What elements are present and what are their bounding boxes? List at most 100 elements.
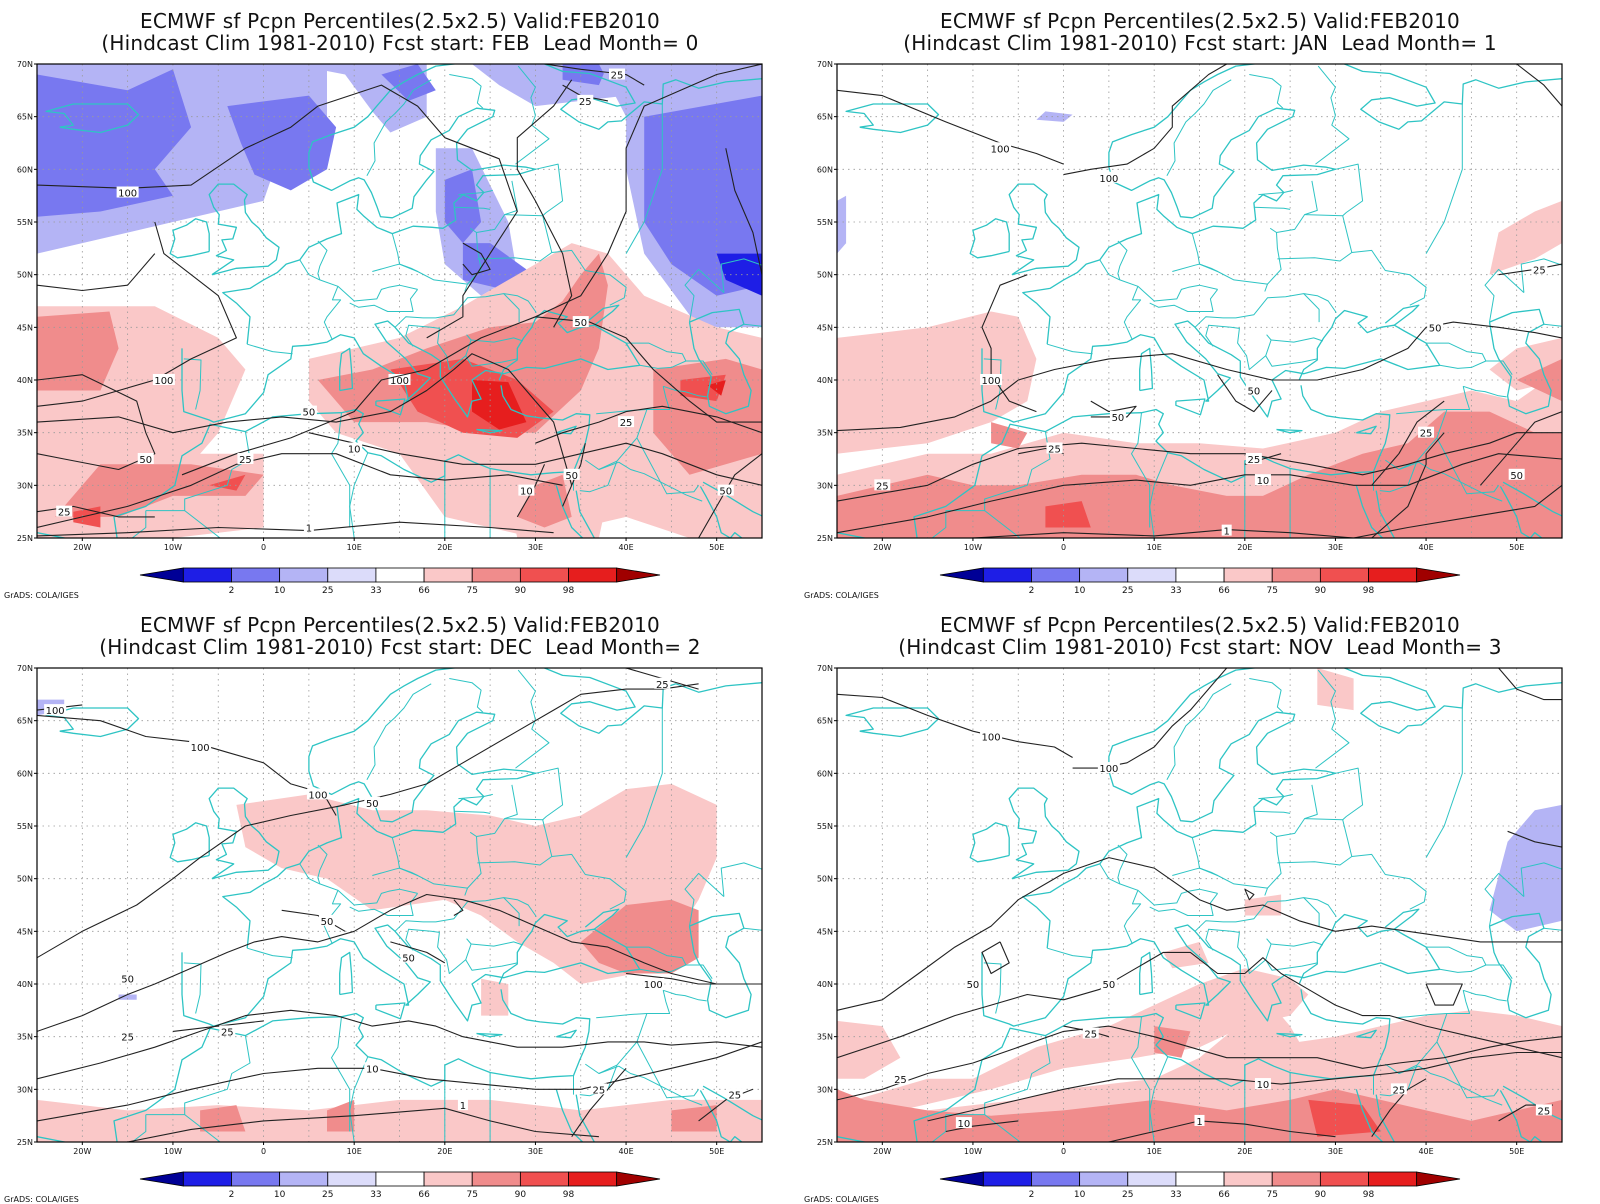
lat-tick-label: 60N — [17, 769, 33, 778]
contour-label: 25 — [1420, 429, 1433, 440]
contour-label-bg — [137, 453, 154, 464]
contour-line — [1371, 1078, 1427, 1138]
lon-tick-label: 30E — [1328, 1147, 1343, 1156]
colorbar-swatch — [1031, 567, 1081, 583]
colorbar-swatch — [1271, 1171, 1321, 1187]
country-border — [684, 268, 725, 323]
country-border — [317, 240, 328, 281]
contour-label: 50 — [139, 455, 152, 466]
contour-line — [837, 693, 1073, 758]
panel-title-line1: ECMWF sf Pcpn Percentiles(2.5x2.5) Valid… — [940, 9, 1460, 33]
contour-label: 25 — [1393, 1085, 1406, 1096]
lon-tick-label: 10W — [164, 1147, 182, 1156]
colorbar-label: 25 — [1122, 1190, 1133, 1200]
country-border — [1149, 452, 1169, 538]
coastline — [1356, 1029, 1377, 1039]
contour-line — [308, 432, 762, 486]
coastline — [1488, 912, 1552, 1019]
lat-tick-label: 70N — [17, 664, 33, 673]
contour-label-bg — [1221, 524, 1232, 536]
country-border — [585, 1013, 648, 1074]
contour-label: 1 — [1196, 1117, 1202, 1128]
contour-line — [1063, 64, 1227, 176]
panel-title-line1: ECMWF sf Pcpn Percentiles(2.5x2.5) Valid… — [140, 613, 660, 637]
country-border — [1166, 683, 1232, 780]
colorbar-label: 2 — [1029, 586, 1035, 596]
contour-line — [626, 972, 735, 985]
country-border — [349, 1056, 369, 1142]
country-border — [453, 206, 491, 210]
country-border — [720, 862, 762, 897]
country-border — [685, 360, 713, 375]
country-border — [1117, 240, 1128, 281]
map-frame — [36, 667, 763, 1143]
lat-tick-label: 35N — [17, 1033, 33, 1042]
map-frame — [836, 667, 1563, 1143]
lat-tick-label: 40N — [817, 376, 833, 385]
contour-label: 50 — [366, 799, 379, 810]
contour-label: 1 — [460, 1101, 466, 1112]
country-border — [331, 1016, 351, 1132]
country-border — [931, 1114, 947, 1142]
lat-tick-label: 50N — [17, 875, 33, 884]
country-border — [1258, 189, 1293, 196]
country-border — [503, 293, 537, 313]
colorbar-swatch — [939, 567, 984, 583]
contour-label-bg — [56, 505, 73, 517]
contour-line — [1507, 830, 1562, 848]
contour-label-bg — [980, 374, 1003, 385]
lat-tick-label: 65N — [817, 113, 833, 122]
country-border — [317, 844, 328, 885]
contour-line — [172, 1020, 264, 1032]
colorbar-swatch — [1223, 1171, 1273, 1187]
percentile-shading — [707, 380, 726, 396]
contour-label-bg — [618, 416, 635, 428]
contour-line — [516, 464, 546, 518]
country-border — [663, 385, 707, 398]
percentile-shading — [1045, 501, 1091, 528]
contour-line — [1371, 400, 1445, 486]
lat-tick-label: 55N — [817, 822, 833, 831]
colorbar-label: 98 — [563, 586, 575, 596]
lon-tick-label: 50E — [709, 543, 724, 552]
country-border — [449, 74, 484, 109]
panel-title-line1: ECMWF sf Pcpn Percentiles(2.5x2.5) Valid… — [940, 613, 1460, 637]
country-border — [1484, 268, 1525, 323]
contour-label: 50 — [719, 487, 732, 498]
lat-tick-label: 40N — [17, 980, 33, 989]
contour-label: 100 — [982, 732, 1001, 743]
coastline — [1008, 787, 1080, 880]
colorbar-swatch — [139, 1171, 184, 1187]
contour-line — [837, 453, 1562, 534]
country-border — [1351, 249, 1427, 306]
country-border — [1543, 323, 1562, 327]
country-border — [465, 355, 518, 367]
country-border — [1131, 412, 1151, 528]
lon-tick-label: 0 — [261, 543, 266, 552]
lat-tick-label: 30N — [817, 1085, 833, 1094]
lon-tick-label: 30E — [528, 1147, 543, 1156]
contour-label: 100 — [308, 790, 327, 801]
country-border — [685, 964, 713, 979]
contour-label-bg — [1254, 1078, 1271, 1090]
contour-label-bg — [989, 142, 1012, 154]
colorbar-swatch — [1031, 1171, 1081, 1187]
coastline — [375, 1002, 406, 1020]
coastline — [702, 1085, 762, 1137]
percentile-shading — [837, 195, 847, 254]
lat-tick-label: 25N — [17, 534, 33, 543]
contour-label-bg — [717, 484, 734, 496]
colorbar-swatch — [982, 1171, 1032, 1187]
country-border — [1277, 818, 1353, 866]
contour-label-bg — [303, 521, 314, 533]
map-content: 100 100 100 50 50 50 1 25 10 25 25 50 10 50 25 25 — [37, 64, 762, 538]
country-border — [1047, 947, 1093, 959]
colorbar-swatch — [1271, 567, 1321, 583]
country-border — [945, 1035, 1051, 1116]
contour-label: 25 — [1248, 455, 1261, 466]
coastline — [1022, 64, 1562, 345]
map-content: 100 100 100 50 50 50 25 25 25 10 1 50 25 25 — [837, 64, 1562, 538]
contour-label-bg — [1100, 978, 1117, 989]
contour-label: 100 — [154, 376, 173, 387]
